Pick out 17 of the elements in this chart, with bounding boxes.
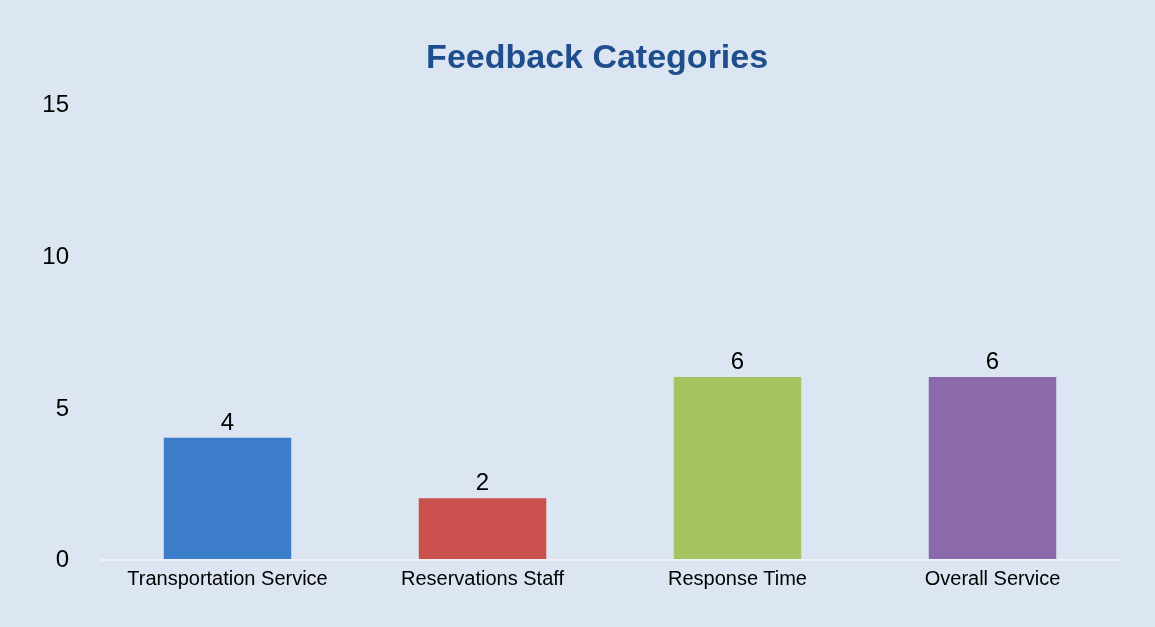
bar	[673, 377, 802, 559]
bar	[418, 498, 547, 559]
x-tick-label: Overall Service	[924, 567, 1061, 589]
data-label: 6	[985, 347, 1000, 374]
data-label: 2	[475, 468, 490, 496]
x-tick-label: Reservations Staff	[400, 567, 565, 589]
data-label: 4	[220, 407, 235, 435]
y-tick-label: 0	[55, 545, 69, 573]
chart-title: Feedback Categories	[426, 37, 769, 76]
bar	[163, 437, 292, 559]
data-label: 6	[730, 347, 745, 374]
bar	[928, 377, 1057, 559]
x-tick-label: Transportation Service	[127, 567, 328, 589]
y-tick-label: 10	[42, 242, 69, 270]
y-tick-label: 5	[55, 393, 69, 421]
x-tick-label: Response Time	[668, 567, 807, 589]
y-tick-label: 15	[42, 90, 69, 118]
